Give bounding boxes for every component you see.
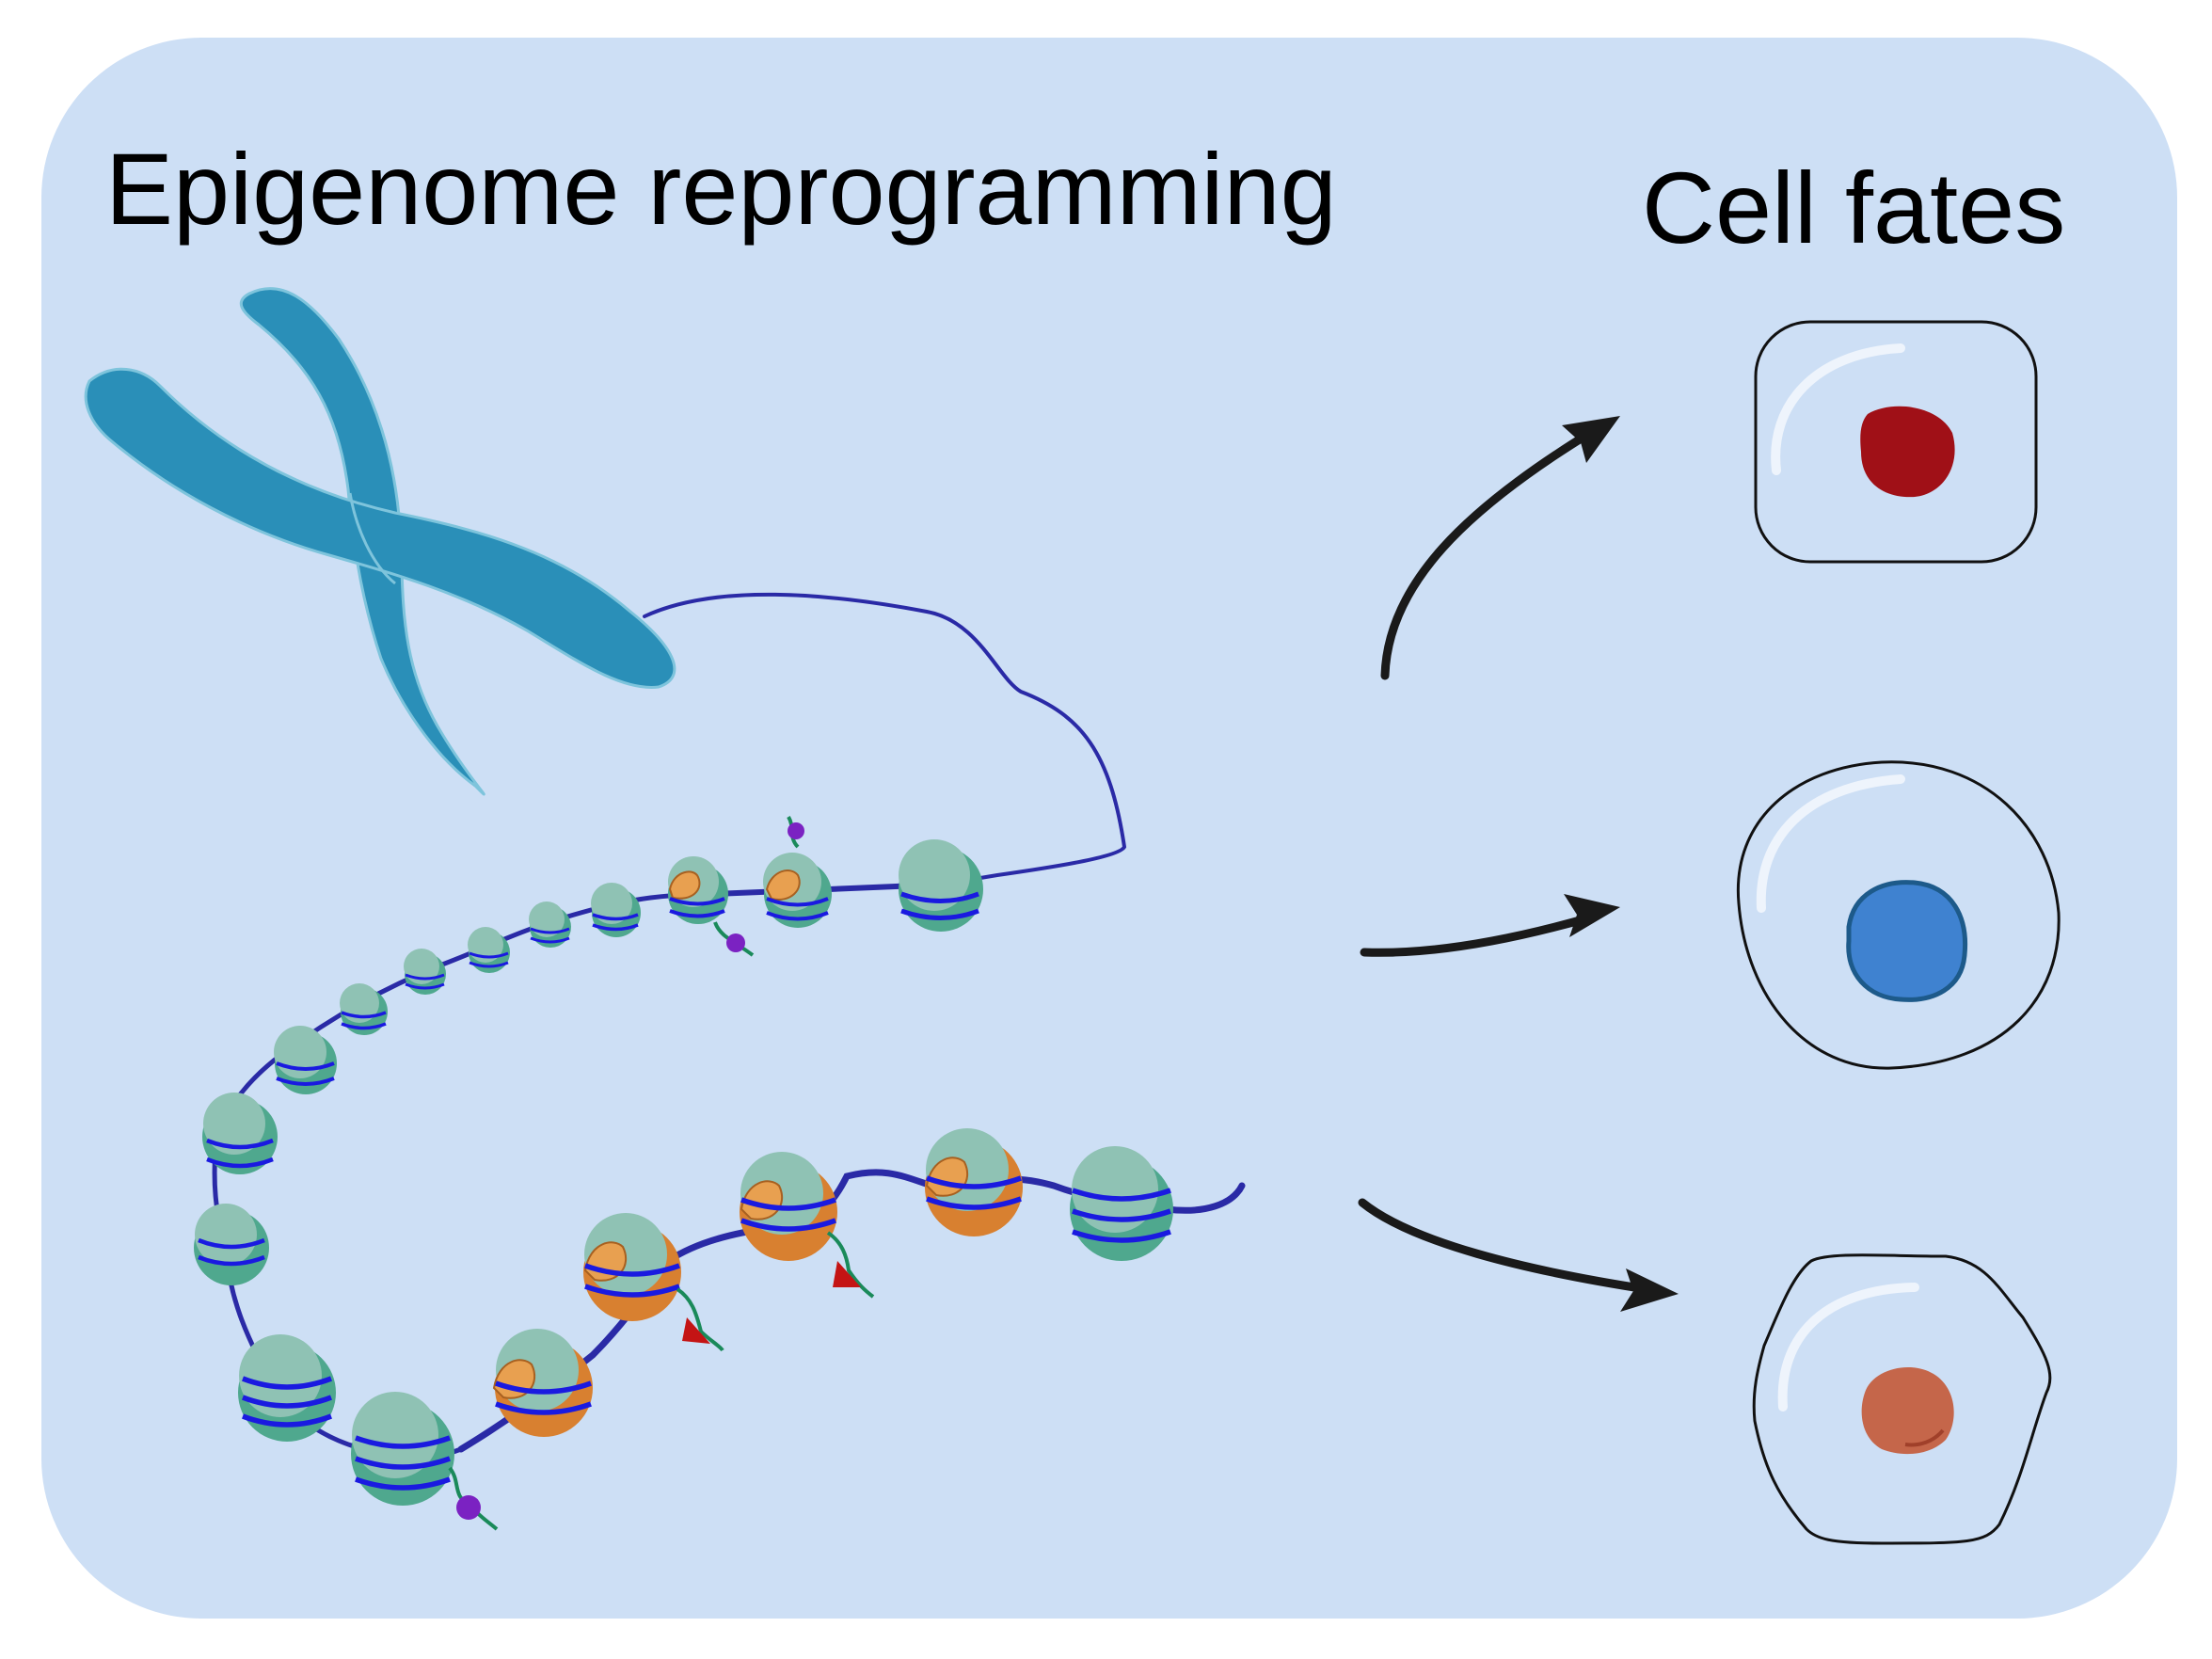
chromosome-icon	[84, 287, 676, 796]
nucleosome-icon	[899, 839, 983, 932]
histone-mark-purple	[713, 921, 755, 957]
histone-mark-purple	[448, 1466, 499, 1531]
nucleosome-icon	[668, 856, 728, 924]
histone-mark-purple	[787, 815, 804, 849]
hexagonal-cell-icon	[1752, 1253, 2052, 1545]
nucleosome-icon	[492, 1329, 593, 1437]
nucleosome-icon	[202, 1093, 278, 1174]
nucleosome-icon	[194, 1204, 269, 1285]
nucleosome-icon	[340, 983, 388, 1035]
title-cell-fates: Cell fates	[1642, 151, 2065, 264]
histone-mark-red	[676, 1287, 724, 1352]
round-cell-icon	[1736, 760, 2061, 1070]
nucleosome-icon	[274, 1026, 337, 1094]
nucleosome-icon	[351, 1392, 454, 1506]
nucleosome-icon	[468, 927, 510, 973]
arrow-icon	[1360, 894, 1620, 957]
nucleosome-icon	[238, 1334, 336, 1442]
nucleosome-icon	[529, 901, 571, 948]
arrow-icon	[1358, 1198, 1679, 1312]
arrow-icon	[1380, 416, 1620, 680]
nucleosome-icon	[1070, 1146, 1173, 1261]
nucleus-orange	[1861, 1366, 1954, 1455]
background-panel	[41, 38, 2177, 1619]
nucleosome-icon	[763, 853, 832, 928]
nucleus-red	[1860, 406, 1955, 498]
nucleosome-icon	[740, 1152, 837, 1261]
nucleosome-icon	[404, 949, 446, 995]
nucleosome-icon	[583, 1213, 681, 1321]
nucleosome-icon	[925, 1128, 1023, 1236]
title-epigenome-reprogramming: Epigenome reprogramming	[105, 132, 1337, 246]
nucleosome-icon	[591, 883, 641, 937]
rectangular-cell-icon	[1754, 320, 2038, 564]
histone-mark-red	[826, 1231, 875, 1299]
nucleus-blue	[1846, 880, 1968, 1002]
